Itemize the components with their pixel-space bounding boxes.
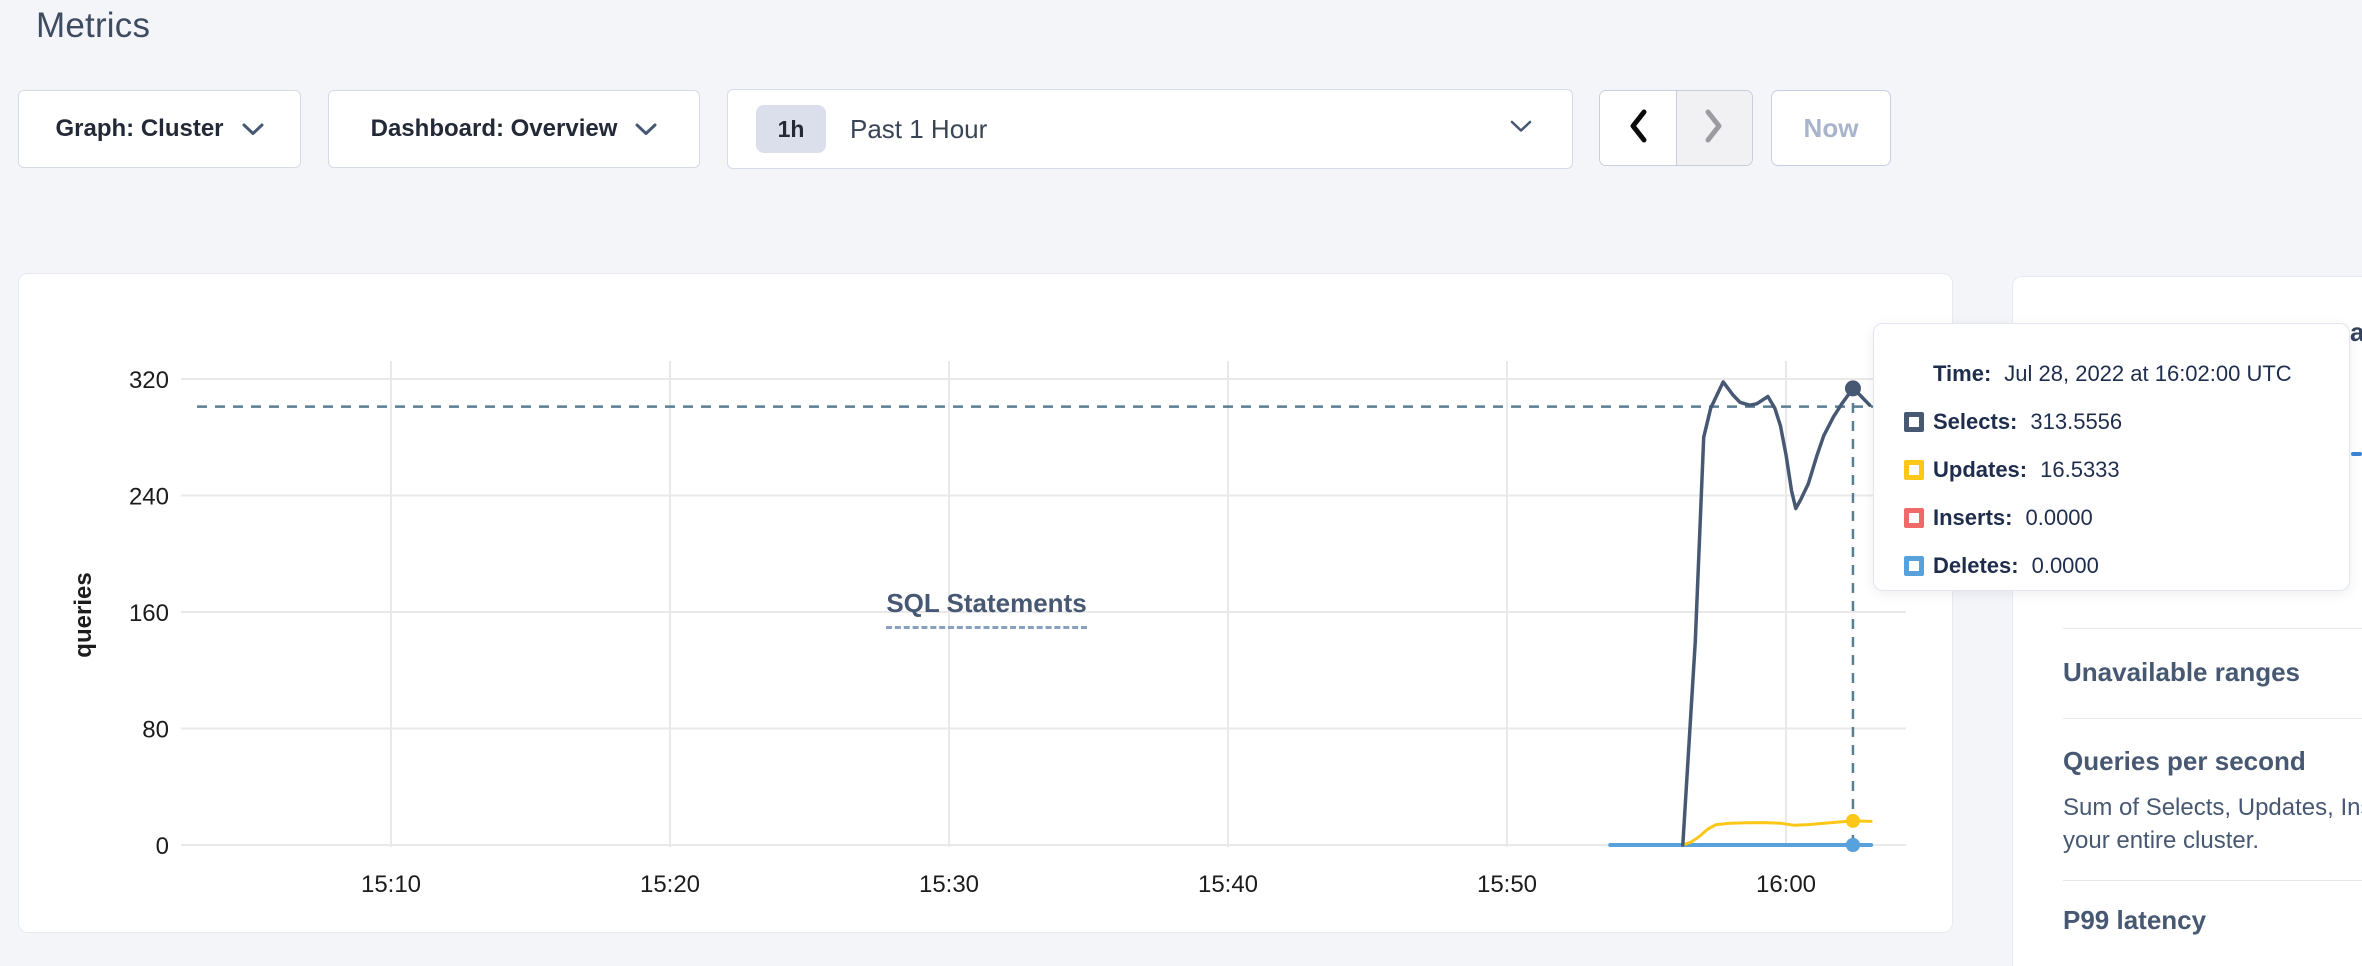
divider bbox=[2063, 880, 2362, 881]
chevron-down-icon bbox=[635, 123, 657, 136]
y-axis-title: queries bbox=[70, 572, 97, 657]
chart-title[interactable]: SQL Statements bbox=[886, 588, 1087, 629]
tooltip-series-value: 16.5333 bbox=[2040, 457, 2120, 482]
tooltip-series-value: 0.0000 bbox=[2025, 505, 2093, 530]
series-line-updates bbox=[1681, 819, 1873, 847]
x-axis-tick-label: 16:00 bbox=[1756, 871, 1816, 898]
page-title: Metrics bbox=[36, 6, 151, 45]
hover-dot-updates bbox=[1845, 813, 1860, 828]
sidebar-item-p99-latency: P99 latency bbox=[2063, 905, 2207, 935]
time-range-label: Past 1 Hour bbox=[850, 113, 988, 144]
tooltip-series-label: Updates: bbox=[1933, 457, 2028, 482]
y-axis-tick-label: 0 bbox=[156, 833, 169, 860]
tooltip-series-label: Inserts: bbox=[1933, 505, 2013, 530]
divider bbox=[2063, 718, 2362, 719]
graph-scope-dropdown[interactable]: Graph: Cluster bbox=[18, 90, 301, 168]
now-button-label: Now bbox=[1803, 112, 1859, 143]
series-swatch-icon bbox=[1904, 556, 1924, 576]
now-button[interactable]: Now bbox=[1771, 90, 1891, 166]
clipped-sidebar-blue-fragment bbox=[2351, 452, 2362, 456]
sidebar-item-unavailable-ranges: Unavailable ranges bbox=[2063, 657, 2300, 687]
x-axis-tick-label: 15:30 bbox=[919, 871, 979, 898]
tooltip-time-value: Jul 28, 2022 at 16:02:00 UTC bbox=[2004, 361, 2292, 386]
next-time-window-button[interactable] bbox=[1676, 91, 1752, 165]
tooltip-series-label: Selects: bbox=[1933, 409, 2018, 434]
tooltip-series-value: 313.5556 bbox=[2030, 409, 2123, 434]
hover-dot-selects bbox=[1844, 380, 1861, 397]
dashboard-dropdown-label: Dashboard: Overview bbox=[370, 115, 618, 142]
description-line: your entire cluster. bbox=[2063, 827, 2260, 854]
graph-scope-dropdown-label: Graph: Cluster bbox=[55, 115, 224, 142]
y-axis-tick-label: 320 bbox=[129, 367, 169, 394]
series-swatch-icon bbox=[1904, 460, 1924, 480]
series-swatch-icon bbox=[1904, 508, 1924, 528]
swatch-spacer bbox=[1904, 364, 1924, 384]
y-axis-tick-label: 160 bbox=[129, 600, 169, 627]
time-range-dropdown[interactable]: 1h Past 1 Hour bbox=[727, 89, 1573, 169]
tooltip-time-row: Time: Jul 28, 2022 at 16:02:00 UTC bbox=[1904, 350, 2349, 398]
queries-per-second-description: Sum of Selects, Updates, Inser your enti… bbox=[2063, 791, 2362, 857]
tooltip-series-row: Inserts: 0.0000 bbox=[1904, 494, 2349, 542]
x-axis-tick-label: 15:50 bbox=[1477, 871, 1537, 898]
chevron-left-icon bbox=[1628, 109, 1648, 148]
tooltip-series-label: Deletes: bbox=[1933, 553, 2019, 578]
tooltip-series-row: Deletes: 0.0000 bbox=[1904, 542, 2349, 590]
y-axis-tick-label: 80 bbox=[142, 717, 169, 744]
tooltip-series-row: Selects: 313.5556 bbox=[1904, 398, 2349, 446]
sidebar-item-queries-per-second: Queries per second bbox=[2063, 746, 2306, 776]
dashboard-dropdown[interactable]: Dashboard: Overview bbox=[328, 90, 700, 168]
series-swatch-icon bbox=[1904, 412, 1924, 432]
tooltip-series-row: Updates: 16.5333 bbox=[1904, 446, 2349, 494]
description-line: Sum of Selects, Updates, Inser bbox=[2063, 794, 2362, 821]
prev-time-window-button[interactable] bbox=[1600, 91, 1677, 165]
tooltip-series-value: 0.0000 bbox=[2031, 553, 2099, 578]
chevron-down-icon bbox=[242, 123, 264, 136]
x-axis-tick-label: 15:40 bbox=[1198, 871, 1258, 898]
x-axis-tick-label: 15:10 bbox=[361, 871, 421, 898]
tooltip-time-label: Time: bbox=[1933, 361, 1992, 386]
time-window-nav bbox=[1599, 90, 1753, 166]
hover-dot-deletes bbox=[1845, 838, 1860, 852]
chart-hover-tooltip: Time: Jul 28, 2022 at 16:02:00 UTC Selec… bbox=[1873, 323, 2350, 591]
chevron-down-icon bbox=[1510, 120, 1532, 138]
sql-statements-chart-card: SQL Statements 0 80 160 240 320 15:10 15:20 15:… bbox=[18, 273, 1953, 933]
chevron-right-icon bbox=[1704, 109, 1724, 148]
x-axis-tick-label: 15:20 bbox=[640, 871, 700, 898]
chart-title-wrap: SQL Statements bbox=[19, 588, 1954, 629]
clipped-sidebar-text-fragment: a bbox=[2350, 317, 2362, 347]
y-axis-tick-label: 240 bbox=[129, 484, 169, 511]
time-range-badge: 1h bbox=[756, 105, 826, 153]
series-line-selects bbox=[1681, 380, 1872, 847]
divider bbox=[2063, 628, 2362, 629]
sql-statements-chart[interactable]: 0 80 160 240 320 15:10 15:20 15:30 15:40 15:50 16:… bbox=[19, 274, 1954, 934]
